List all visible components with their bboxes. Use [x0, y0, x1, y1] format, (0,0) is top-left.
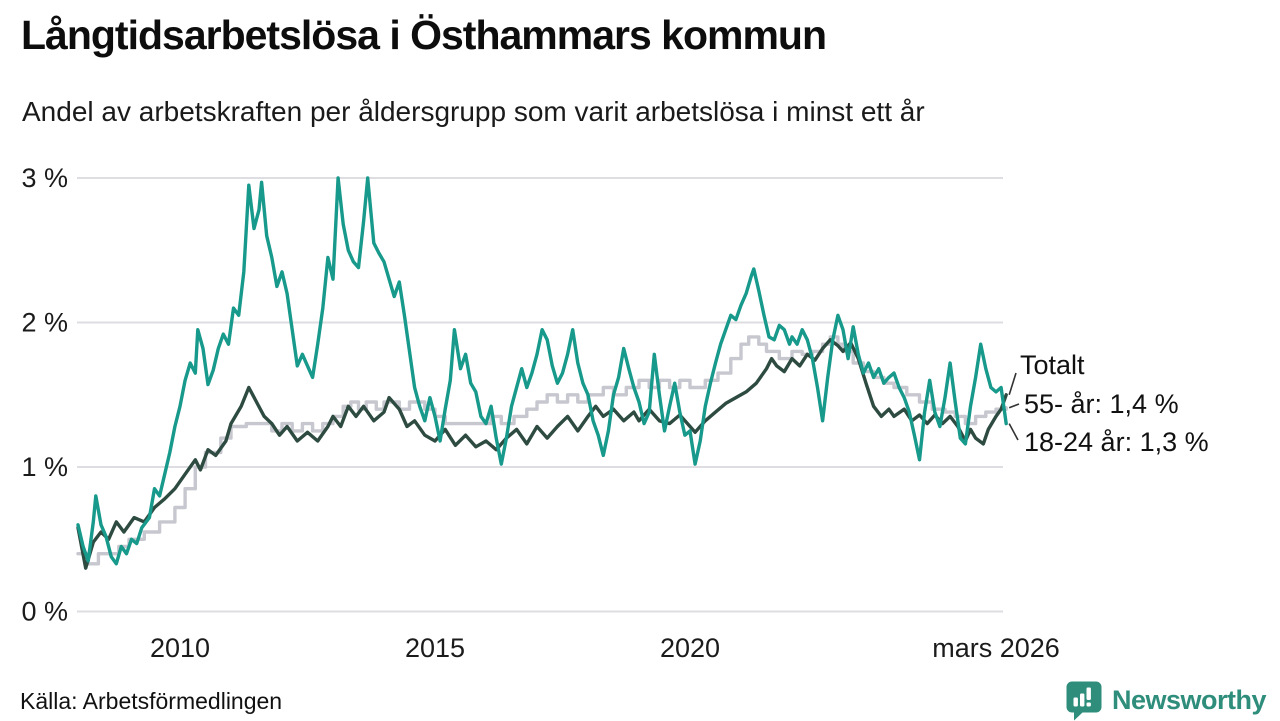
x-tick-label: 2020: [660, 633, 720, 663]
leader-line: [1008, 403, 1020, 409]
leader-line: [1008, 372, 1017, 395]
series-line-18-24-r: [76, 176, 1008, 566]
newsworthy-brand: Newsworthy: [1065, 680, 1267, 721]
y-tick-label: 3 %: [21, 163, 68, 193]
y-tick-label: 2 %: [21, 308, 68, 338]
end-label-totalt: Totalt: [1020, 350, 1085, 380]
leader-line: [1008, 423, 1019, 441]
y-tick-label: 0 %: [21, 597, 68, 627]
series-line-totalt: [76, 338, 1008, 570]
y-tick-label: 1 %: [21, 452, 68, 482]
newsworthy-logo-text: Newsworthy: [1111, 685, 1267, 715]
x-tick-label: mars 2026: [932, 633, 1060, 663]
newsworthy-logo-icon: [1066, 681, 1102, 721]
source-note: Källa: Arbetsförmedlingen: [20, 688, 283, 714]
end-label-55-ar: 55- år: 1,4 %: [1024, 389, 1179, 419]
x-tick-label: 2015: [405, 633, 465, 663]
page-title: Långtidsarbetslösa i Östhammars kommun: [21, 12, 827, 58]
chart-subtitle: Andel av arbetskraften per åldersgrupp s…: [22, 96, 925, 127]
x-tick-label: 2010: [150, 633, 210, 663]
end-label-18-24-ar: 18-24 år: 1,3 %: [1024, 427, 1209, 457]
